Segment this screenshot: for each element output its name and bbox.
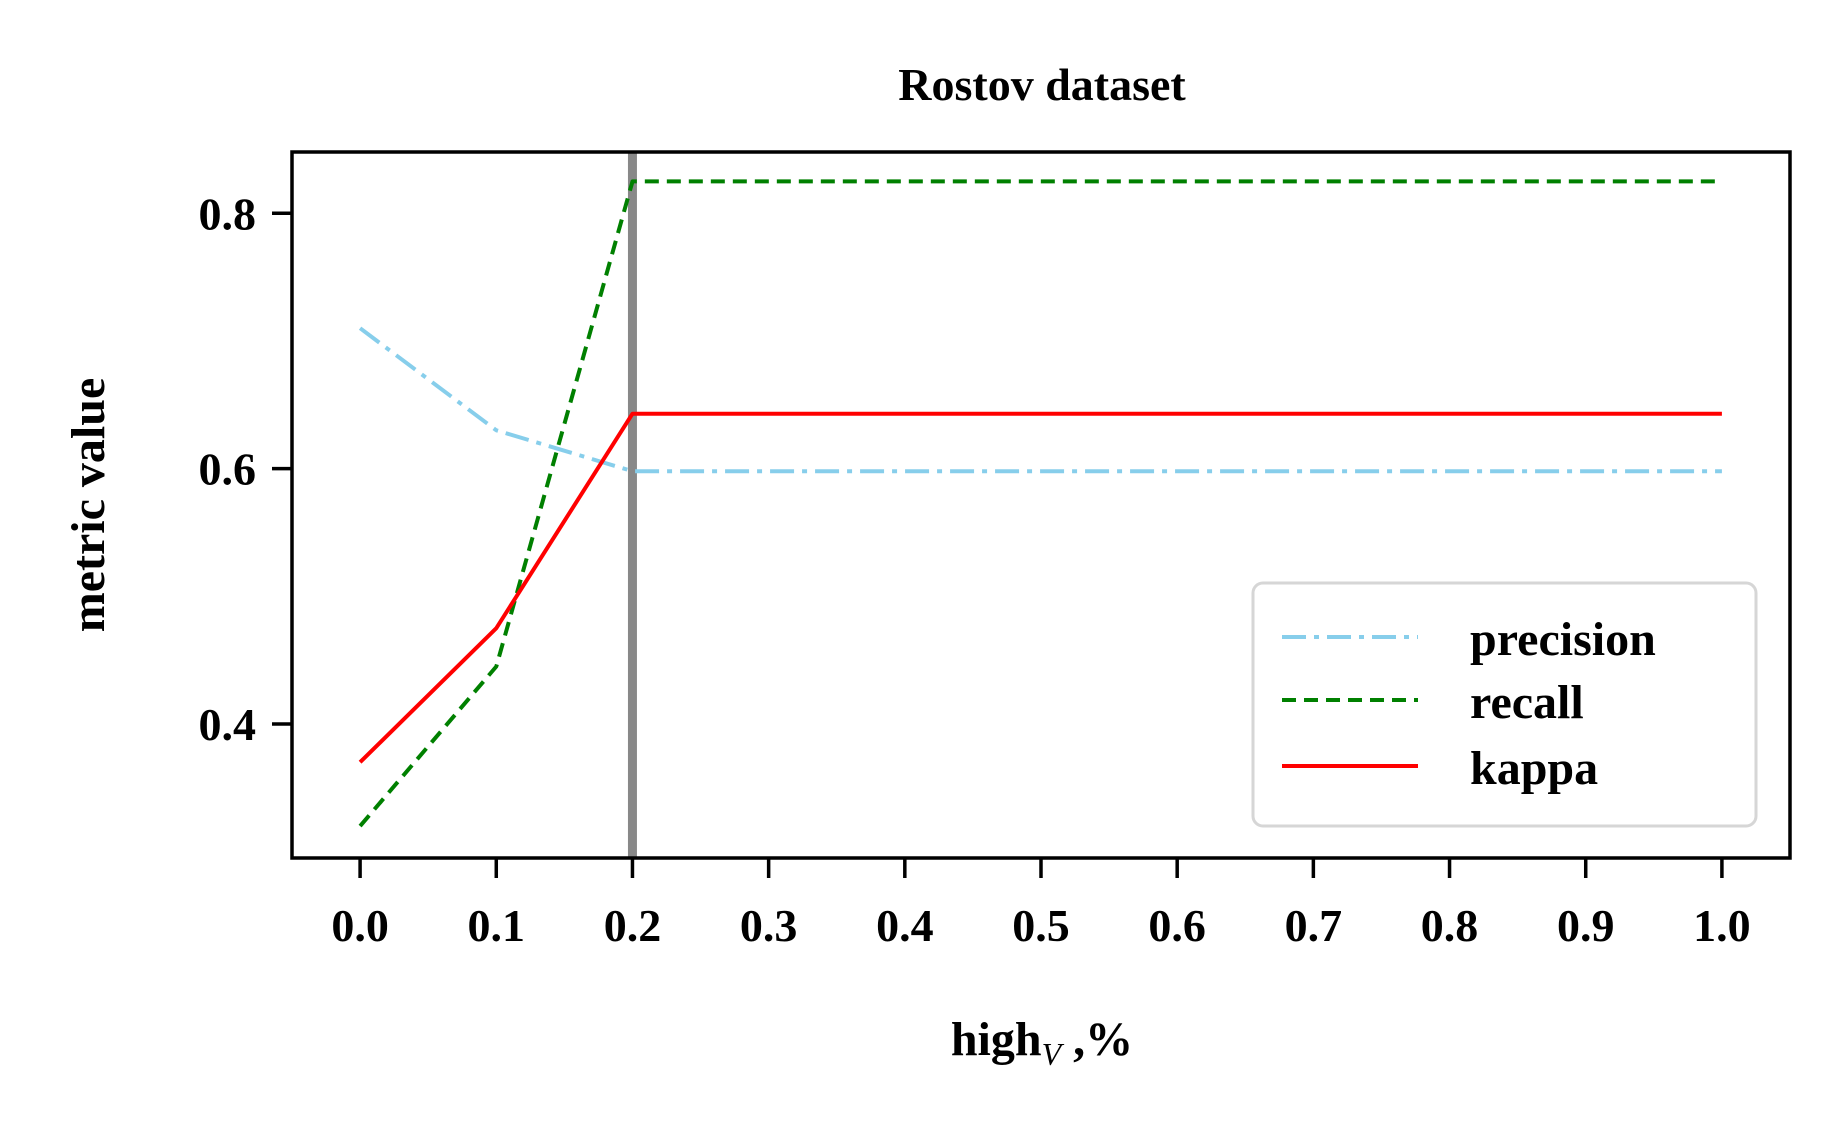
x-tick-label: 0.1	[468, 900, 526, 951]
x-axis-label-subscript: V	[1042, 1036, 1065, 1072]
y-axis: 0.4 0.6 0.8	[199, 188, 292, 750]
x-tick-label: 0.8	[1421, 900, 1479, 951]
y-axis-label: metric value	[62, 378, 115, 633]
chart-title: Rostov dataset	[898, 59, 1186, 110]
series-line-precision	[358, 326, 1722, 474]
legend-label-kappa: kappa	[1470, 742, 1598, 795]
x-tick-label: 0.2	[604, 900, 662, 951]
x-tick-label: 0.4	[876, 900, 934, 951]
x-tick-label: 0.5	[1012, 900, 1070, 951]
series-group	[358, 179, 1722, 828]
legend-label-recall: recall	[1470, 676, 1584, 729]
x-axis-label-suffix: ,%	[1061, 1013, 1133, 1066]
x-tick-label: 1.0	[1693, 900, 1751, 951]
x-axis-label-main: high	[951, 1013, 1042, 1066]
series-line-recall	[358, 179, 1722, 828]
x-tick-label: 0.6	[1148, 900, 1206, 951]
y-tick-label: 0.4	[199, 699, 257, 750]
series-line-kappa	[358, 411, 1722, 764]
y-tick-label: 0.8	[199, 188, 257, 239]
y-tick-label: 0.6	[199, 444, 257, 495]
x-tick-label: 0.7	[1285, 900, 1343, 951]
x-tick-label: 0.9	[1557, 900, 1615, 951]
x-axis: 0.0 0.1 0.2 0.3 0.4 0.5 0.6 0.7 0.8 0.9 1.0	[331, 858, 1751, 951]
x-tick-label: 0.0	[331, 900, 389, 951]
legend: precision recall kappa	[1251, 581, 1758, 828]
legend-label-precision: precision	[1470, 613, 1656, 666]
x-tick-label: 0.3	[740, 900, 798, 951]
x-axis-label: highV ,%	[951, 1013, 1133, 1072]
